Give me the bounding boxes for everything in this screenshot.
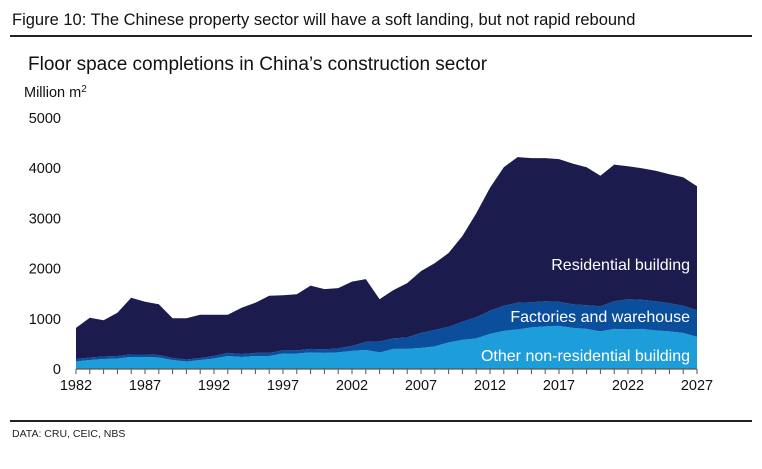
source-note: DATA: CRU, CEIC, NBS: [12, 428, 126, 440]
chart-title: Floor space completions in China’s const…: [28, 54, 488, 75]
y-tick-label: 0: [53, 362, 61, 378]
bottom-divider: [10, 420, 752, 422]
y-axis-label-text: Million m: [24, 85, 82, 101]
y-tick-label: 1000: [29, 312, 61, 328]
series-labels: Residential building Factories and wareho…: [481, 257, 690, 365]
series-label-other-non-residential-building: Other non-residential building: [481, 348, 690, 365]
x-tick-label: 2027: [681, 378, 713, 394]
x-tick-label: 2007: [405, 378, 437, 394]
series-label-residential-building: Residential building: [551, 257, 690, 274]
x-tick-label: 1992: [198, 378, 230, 394]
x-tick-label: 2012: [474, 378, 506, 394]
area-factories-and-warehouse: [76, 299, 697, 362]
y-axis-label: Million m2: [24, 84, 87, 101]
series-label-factories-and-warehouse: Factories and warehouse: [510, 309, 690, 326]
x-tick-label: 1982: [60, 378, 92, 394]
area-residential-building: [76, 157, 697, 360]
y-tick-label: 3000: [29, 211, 61, 227]
area-layers: [76, 157, 697, 369]
figure-title: Figure 10: The Chinese property sector w…: [12, 11, 636, 29]
x-tick-label: 1997: [267, 378, 299, 394]
top-divider: [10, 35, 752, 37]
y-tick-label: 2000: [29, 262, 61, 278]
x-tick-label: 2002: [336, 378, 368, 394]
y-tick-labels: 0 1000 2000 3000 4000 5000: [29, 111, 61, 378]
x-tick-label: 1987: [129, 378, 161, 394]
y-axis-label-superscript: 2: [81, 84, 87, 95]
y-tick-label: 5000: [29, 111, 61, 127]
y-tick-label: 4000: [29, 161, 61, 177]
x-axis: 1982 1987 1992 1997 2002 2007 2012 2017 2022 2027: [60, 368, 713, 394]
area-other-non-residential-building: [76, 325, 697, 369]
x-tick-label: 2022: [612, 378, 644, 394]
x-tick-label: 2017: [543, 378, 575, 394]
